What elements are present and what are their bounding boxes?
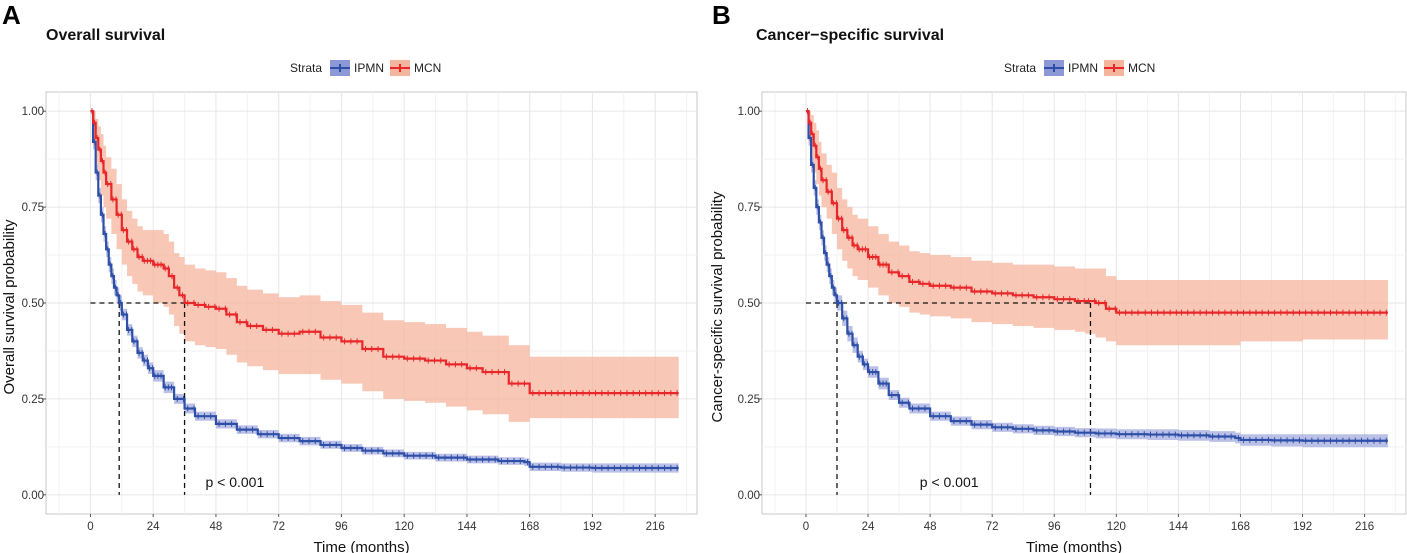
x-tick-label: 168 bbox=[1231, 521, 1250, 533]
y-axis-title: Cancer-specific survival probability bbox=[709, 191, 726, 422]
legend-entry-ipmn: IPMN bbox=[1044, 60, 1098, 76]
p-value: p < 0.001 bbox=[205, 474, 264, 490]
legend-title: Strata bbox=[1004, 61, 1037, 75]
x-tick-label: 216 bbox=[646, 521, 665, 533]
x-tick-label: 72 bbox=[272, 521, 285, 533]
chart-title: Overall survival bbox=[46, 27, 166, 44]
x-axis-title: Time (months) bbox=[1026, 539, 1122, 553]
y-tick-label: 0.75 bbox=[22, 202, 44, 214]
x-tick-label: 96 bbox=[335, 521, 348, 533]
x-tick-label: 144 bbox=[1169, 521, 1189, 533]
x-axis: 0 24 48 72 96 120 144 168 192 216 bbox=[87, 514, 665, 533]
chart-title: Cancer−specific survival bbox=[756, 27, 945, 44]
x-tick-label: 72 bbox=[986, 521, 999, 533]
panel-cancer-specific-survival: B Cancer−specific survival Strata IPMN M… bbox=[704, 0, 1407, 553]
median-lines bbox=[805, 302, 1092, 495]
x-tick-label: 96 bbox=[1048, 521, 1061, 533]
x-tick-label: 144 bbox=[457, 521, 477, 533]
survival-plot-a: 0.00 0.25 0.50 0.75 1.00 0 24 48 72 96 120 144 168 19… bbox=[1, 91, 698, 553]
x-tick-label: 48 bbox=[924, 521, 937, 533]
x-tick-label: 168 bbox=[520, 521, 539, 533]
x-tick-label: 24 bbox=[147, 521, 160, 533]
ci-band-mcn bbox=[90, 111, 679, 422]
median-lines bbox=[90, 302, 186, 495]
panel-letter: A bbox=[2, 0, 21, 30]
legend-label-mcn: MCN bbox=[414, 61, 442, 75]
x-axis-title: Time (months) bbox=[313, 539, 409, 553]
legend-label-mcn: MCN bbox=[1128, 61, 1156, 75]
legend-entry-mcn: MCN bbox=[1104, 60, 1155, 76]
survival-line-ipmn bbox=[90, 110, 679, 470]
y-axis: 0.00 0.25 0.50 0.75 1.00 bbox=[22, 106, 46, 502]
x-tick-label: 0 bbox=[803, 521, 809, 533]
legend-key-mcn bbox=[1104, 60, 1125, 76]
legend-entry-mcn: MCN bbox=[390, 60, 441, 76]
survival-line-mcn bbox=[805, 110, 1388, 314]
x-tick-label: 0 bbox=[87, 521, 93, 533]
y-axis: 0.00 0.25 0.50 0.75 1.00 bbox=[738, 106, 762, 502]
legend-label-ipmn: IPMN bbox=[1068, 61, 1099, 75]
y-tick-label: 0.25 bbox=[738, 394, 760, 406]
y-tick-label: 0.50 bbox=[738, 298, 760, 310]
survival-line-mcn bbox=[90, 110, 679, 395]
y-tick-label: 0.50 bbox=[22, 298, 44, 310]
panel-overall-survival: A Overall survival Strata IPMN MCN 0.00 0… bbox=[0, 0, 703, 553]
x-tick-label: 192 bbox=[1293, 521, 1312, 533]
series-mcn bbox=[805, 108, 1388, 316]
legend-entry-ipmn: IPMN bbox=[330, 60, 384, 76]
panel-letter: B bbox=[712, 0, 731, 30]
y-tick-label: 1.00 bbox=[22, 106, 44, 118]
x-tick-label: 120 bbox=[395, 521, 414, 533]
legend: Strata IPMN MCN bbox=[1004, 60, 1161, 76]
survival-plot-b: 0.00 0.25 0.50 0.75 1.00 0 24 48 72 96 120 144 168 19… bbox=[709, 91, 1407, 553]
x-tick-label: 24 bbox=[862, 521, 875, 533]
x-tick-label: 120 bbox=[1107, 521, 1126, 533]
legend-key-mcn bbox=[390, 60, 411, 76]
survival-line-ipmn bbox=[805, 110, 1388, 442]
y-axis-title: Overall survival probability bbox=[1, 219, 18, 395]
legend-title: Strata bbox=[290, 61, 323, 75]
x-tick-label: 192 bbox=[583, 521, 602, 533]
y-tick-label: 1.00 bbox=[738, 106, 760, 118]
y-tick-label: 0.75 bbox=[738, 202, 760, 214]
legend-label-ipmn: IPMN bbox=[354, 61, 385, 75]
series-ipmn bbox=[90, 108, 679, 471]
x-tick-label: 216 bbox=[1355, 521, 1374, 533]
p-value: p < 0.001 bbox=[920, 474, 979, 490]
x-tick-label: 48 bbox=[210, 521, 223, 533]
y-tick-label: 0.25 bbox=[22, 394, 44, 406]
legend-key-ipmn bbox=[1044, 60, 1065, 76]
y-tick-label: 0.00 bbox=[22, 490, 44, 502]
x-axis: 0 24 48 72 96 120 144 168 192 216 bbox=[803, 514, 1374, 533]
legend-key-ipmn bbox=[330, 60, 351, 76]
legend: Strata IPMN MCN bbox=[290, 60, 447, 76]
y-tick-label: 0.00 bbox=[738, 490, 760, 502]
series-ipmn bbox=[805, 108, 1388, 444]
series-mcn bbox=[90, 108, 679, 397]
